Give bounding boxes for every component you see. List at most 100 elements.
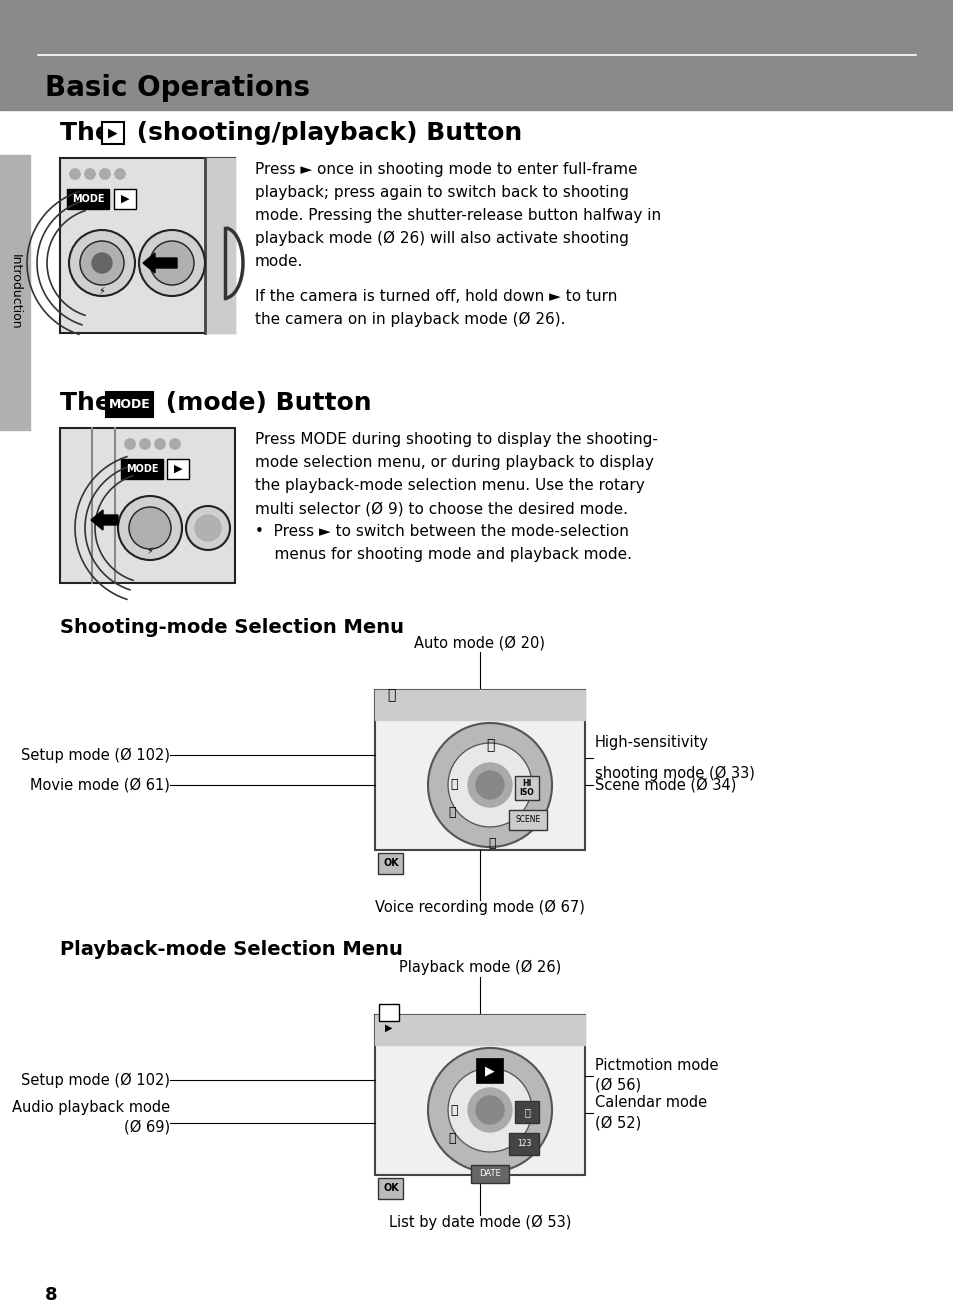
- Circle shape: [118, 495, 182, 560]
- Text: 🎬: 🎬: [448, 807, 456, 820]
- FancyBboxPatch shape: [509, 1133, 538, 1155]
- Circle shape: [468, 763, 512, 807]
- Circle shape: [448, 742, 532, 827]
- Text: Setup mode (Ø 102): Setup mode (Ø 102): [21, 1072, 170, 1088]
- Text: ▶: ▶: [485, 1064, 495, 1077]
- Circle shape: [448, 1068, 532, 1152]
- Circle shape: [100, 170, 110, 179]
- FancyBboxPatch shape: [378, 1177, 403, 1198]
- Circle shape: [125, 439, 135, 449]
- Bar: [205, 158, 234, 332]
- Text: (Ø 69): (Ø 69): [124, 1120, 170, 1135]
- Text: Press MODE during shooting to display the shooting-: Press MODE during shooting to display th…: [254, 432, 658, 447]
- Text: Voice recording mode (Ø 67): Voice recording mode (Ø 67): [375, 900, 584, 916]
- Text: 📷: 📷: [485, 738, 494, 752]
- Bar: [375, 1014, 584, 1045]
- Text: Setup mode (Ø 102): Setup mode (Ø 102): [21, 748, 170, 762]
- Text: ▶: ▶: [173, 464, 182, 474]
- Text: ▶: ▶: [121, 194, 129, 204]
- FancyBboxPatch shape: [378, 1004, 398, 1021]
- Text: (mode) Button: (mode) Button: [157, 392, 372, 415]
- Text: SCENE: SCENE: [515, 816, 540, 824]
- Text: Playback-mode Selection Menu: Playback-mode Selection Menu: [60, 940, 402, 959]
- FancyBboxPatch shape: [509, 809, 546, 830]
- Text: If the camera is turned off, hold down ► to turn: If the camera is turned off, hold down ►…: [254, 289, 617, 304]
- Circle shape: [115, 170, 125, 179]
- Circle shape: [140, 439, 150, 449]
- Circle shape: [129, 507, 171, 549]
- Text: 🔊: 🔊: [448, 1131, 456, 1144]
- Text: Press ► once in shooting mode to enter full-frame: Press ► once in shooting mode to enter f…: [254, 162, 637, 177]
- Text: (shooting/playback) Button: (shooting/playback) Button: [128, 121, 521, 145]
- Text: Playback mode (Ø 26): Playback mode (Ø 26): [398, 959, 560, 975]
- Circle shape: [80, 240, 124, 285]
- Text: OK: OK: [383, 1183, 398, 1193]
- Circle shape: [139, 230, 205, 296]
- Text: multi selector (Ø 9) to choose the desired mode.: multi selector (Ø 9) to choose the desir…: [254, 501, 627, 516]
- Text: Audio playback mode: Audio playback mode: [11, 1100, 170, 1116]
- Bar: [60, 428, 234, 583]
- Text: Introduction: Introduction: [9, 254, 22, 330]
- Text: MODE: MODE: [126, 464, 158, 474]
- Bar: [375, 1014, 584, 1175]
- Text: MODE: MODE: [71, 194, 104, 204]
- FancyBboxPatch shape: [107, 392, 153, 417]
- Text: 123: 123: [517, 1139, 531, 1148]
- Text: HI
ISO: HI ISO: [519, 779, 534, 798]
- Text: the playback-mode selection menu. Use the rotary: the playback-mode selection menu. Use th…: [254, 478, 644, 493]
- Bar: [0, 0, 953, 110]
- FancyBboxPatch shape: [471, 1166, 509, 1183]
- Circle shape: [91, 254, 112, 273]
- Text: Auto mode (Ø 20): Auto mode (Ø 20): [414, 635, 545, 650]
- Text: ▶: ▶: [385, 1024, 393, 1033]
- Circle shape: [154, 439, 165, 449]
- FancyBboxPatch shape: [113, 189, 136, 209]
- Text: (Ø 56): (Ø 56): [595, 1077, 640, 1093]
- Text: 8: 8: [45, 1286, 57, 1303]
- Text: ⚡: ⚡: [98, 286, 106, 296]
- Text: List by date mode (Ø 53): List by date mode (Ø 53): [389, 1215, 571, 1230]
- Circle shape: [170, 439, 180, 449]
- Text: MODE: MODE: [109, 398, 151, 410]
- Circle shape: [468, 1088, 512, 1131]
- Text: menus for shooting mode and playback mode.: menus for shooting mode and playback mod…: [254, 547, 631, 562]
- Text: 🎞: 🎞: [523, 1106, 529, 1117]
- FancyArrow shape: [91, 510, 118, 530]
- Text: 🔧: 🔧: [450, 1104, 457, 1117]
- FancyBboxPatch shape: [121, 459, 163, 480]
- Text: 🔳: 🔳: [387, 689, 395, 702]
- Text: The: The: [60, 121, 120, 145]
- Circle shape: [69, 230, 135, 296]
- Bar: [375, 690, 584, 850]
- Bar: [60, 158, 234, 332]
- Text: shooting mode (Ø 33): shooting mode (Ø 33): [595, 766, 754, 782]
- FancyBboxPatch shape: [515, 1101, 538, 1123]
- Text: The: The: [60, 392, 120, 415]
- FancyBboxPatch shape: [67, 189, 109, 209]
- Circle shape: [428, 723, 552, 848]
- Text: High-sensitivity: High-sensitivity: [595, 735, 708, 750]
- Text: Calendar mode: Calendar mode: [595, 1095, 706, 1110]
- Text: ▶: ▶: [108, 126, 117, 139]
- FancyArrow shape: [143, 254, 177, 273]
- Circle shape: [85, 170, 95, 179]
- Text: 🎤: 🎤: [488, 837, 496, 850]
- Text: mode selection menu, or during playback to display: mode selection menu, or during playback …: [254, 455, 653, 470]
- Circle shape: [194, 515, 221, 541]
- FancyBboxPatch shape: [102, 122, 124, 145]
- Circle shape: [150, 240, 193, 285]
- Circle shape: [476, 1096, 503, 1123]
- Text: •  Press ► to switch between the mode-selection: • Press ► to switch between the mode-sel…: [254, 524, 628, 539]
- Text: ⚡: ⚡: [147, 547, 153, 556]
- Circle shape: [476, 771, 503, 799]
- Text: Pictmotion mode: Pictmotion mode: [595, 1058, 718, 1074]
- Circle shape: [186, 506, 230, 551]
- Bar: [0, 155, 30, 430]
- Circle shape: [428, 1049, 552, 1172]
- Circle shape: [70, 170, 80, 179]
- FancyBboxPatch shape: [476, 1059, 502, 1083]
- Bar: [375, 690, 584, 720]
- Text: mode.: mode.: [254, 254, 303, 269]
- FancyBboxPatch shape: [378, 853, 403, 874]
- Text: OK: OK: [383, 858, 398, 869]
